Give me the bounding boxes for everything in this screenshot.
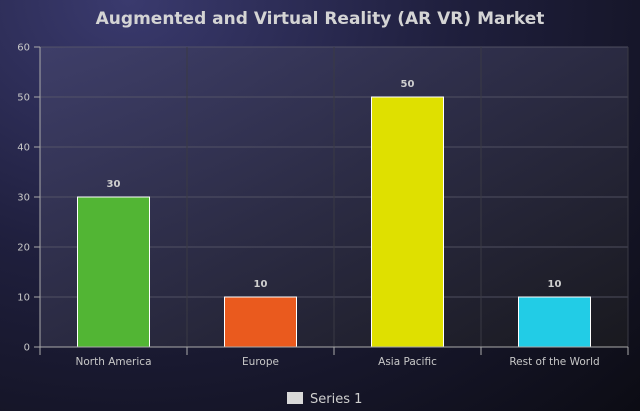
data-label: 50	[401, 79, 415, 90]
y-tick-label: 50	[17, 93, 30, 104]
legend[interactable]: Series 1	[287, 392, 362, 407]
bars: 30 10 50 10	[77, 79, 591, 348]
legend-swatch	[287, 392, 303, 404]
y-tick-label: 60	[17, 43, 30, 54]
data-label: 10	[548, 279, 562, 290]
data-label: 10	[254, 279, 268, 290]
x-category-label: Europe	[242, 356, 279, 368]
y-tick-label: 0	[24, 343, 30, 354]
y-tick-label: 10	[17, 293, 30, 304]
y-tick-label: 20	[17, 243, 30, 254]
bar[interactable]	[224, 296, 297, 348]
x-category-label: North America	[75, 356, 151, 368]
bar[interactable]	[371, 96, 444, 348]
legend-label: Series 1	[310, 392, 362, 407]
bar[interactable]	[518, 296, 591, 348]
axes: 0 10 20 30 40 50 60 North America Europe Asia Pac…	[17, 43, 629, 368]
x-category-label: Rest of the World	[509, 356, 599, 368]
y-tick-label: 30	[17, 193, 30, 204]
bar[interactable]	[77, 196, 150, 348]
y-tick-label: 40	[17, 143, 30, 154]
chart-title: Augmented and Virtual Reality (AR VR) Ma…	[96, 9, 545, 29]
x-category-label: Asia Pacific	[378, 356, 437, 368]
data-label: 30	[107, 179, 121, 190]
